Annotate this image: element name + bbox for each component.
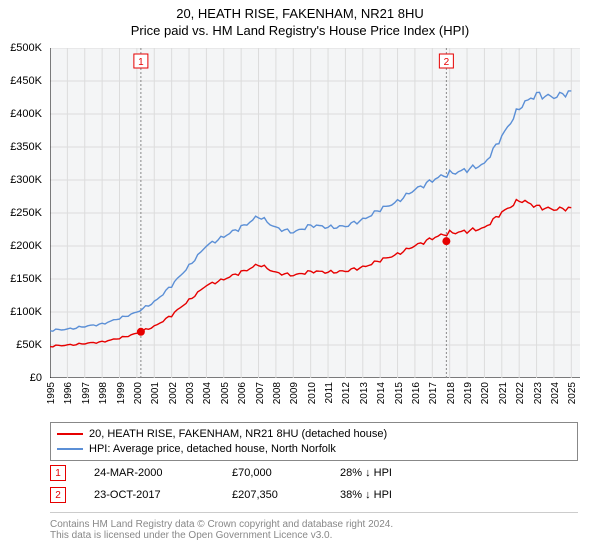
y-tick-label: £300K: [10, 174, 42, 186]
x-tick-label: 2010: [307, 382, 318, 404]
x-tick-label: 1999: [116, 382, 127, 404]
x-tick-label: 2001: [150, 382, 161, 404]
x-tick-label: 2006: [237, 382, 248, 404]
sale-pct: 28% ↓ HPI: [340, 467, 430, 479]
sales-table: 1 24-MAR-2000 £70,000 28% ↓ HPI 2 23-OCT-2017…: [50, 462, 578, 506]
legend-item: 20, HEATH RISE, FAKENHAM, NR21 8HU (deta…: [57, 426, 571, 441]
x-tick-label: 2007: [255, 382, 266, 404]
x-tick-label: 1996: [63, 382, 74, 404]
sale-pct: 38% ↓ HPI: [340, 489, 430, 501]
title-subtitle: Price paid vs. HM Land Registry's House …: [0, 23, 600, 38]
x-tick-label: 2000: [133, 382, 144, 404]
x-tick-label: 2017: [428, 382, 439, 404]
chart-svg: 12: [50, 48, 580, 378]
sale-marker-label: 1: [138, 57, 144, 68]
x-tick-label: 2011: [324, 382, 335, 404]
sale-date: 23-OCT-2017: [94, 489, 204, 501]
legend-label: 20, HEATH RISE, FAKENHAM, NR21 8HU (deta…: [89, 428, 387, 440]
x-tick-label: 2023: [533, 382, 544, 404]
x-tick-label: 2016: [411, 382, 422, 404]
x-tick-label: 2024: [550, 382, 561, 404]
sale-row: 1 24-MAR-2000 £70,000 28% ↓ HPI: [50, 462, 578, 484]
x-tick-label: 2002: [168, 382, 179, 404]
sale-row: 2 23-OCT-2017 £207,350 38% ↓ HPI: [50, 484, 578, 506]
x-tick-label: 2015: [394, 382, 405, 404]
x-tick-label: 2009: [289, 382, 300, 404]
y-tick-label: £400K: [10, 108, 42, 120]
x-tick-label: 1995: [46, 382, 57, 404]
sale-date: 24-MAR-2000: [94, 467, 204, 479]
x-tick-label: 2020: [480, 382, 491, 404]
y-tick-label: £500K: [10, 42, 42, 54]
footer-line2: This data is licensed under the Open Gov…: [50, 530, 578, 541]
y-tick-label: £350K: [10, 141, 42, 153]
legend-box: 20, HEATH RISE, FAKENHAM, NR21 8HU (deta…: [50, 422, 578, 461]
legend-item: HPI: Average price, detached house, Nort…: [57, 441, 571, 456]
footer-block: Contains HM Land Registry data © Crown c…: [50, 512, 578, 541]
x-tick-label: 2019: [463, 382, 474, 404]
x-tick-label: 2013: [359, 382, 370, 404]
sale-marker-dot: [442, 237, 450, 245]
footer-line1: Contains HM Land Registry data © Crown c…: [50, 519, 578, 530]
y-tick-label: £200K: [10, 240, 42, 252]
x-tick-label: 2004: [202, 382, 213, 404]
sale-marker-dot: [137, 328, 145, 336]
y-tick-label: £150K: [10, 273, 42, 285]
y-tick-label: £0: [30, 372, 42, 384]
sale-marker-label: 2: [444, 57, 450, 68]
x-tick-label: 2008: [272, 382, 283, 404]
y-axis: £0£50K£100K£150K£200K£250K£300K£350K£400…: [0, 48, 46, 378]
x-tick-label: 2018: [446, 382, 457, 404]
sale-marker-box: 1: [50, 465, 66, 481]
y-tick-label: £250K: [10, 207, 42, 219]
x-tick-label: 2014: [376, 382, 387, 404]
y-tick-label: £50K: [16, 339, 42, 351]
legend-swatch: [57, 448, 83, 450]
y-tick-label: £100K: [10, 306, 42, 318]
x-tick-label: 2005: [220, 382, 231, 404]
x-tick-label: 2003: [185, 382, 196, 404]
title-address: 20, HEATH RISE, FAKENHAM, NR21 8HU: [0, 6, 600, 21]
legend-label: HPI: Average price, detached house, Nort…: [89, 443, 336, 455]
x-tick-label: 2022: [515, 382, 526, 404]
x-axis: 1995199619971998199920002001200220032004…: [50, 382, 580, 422]
chart-area: 12: [50, 48, 580, 378]
x-tick-label: 2012: [341, 382, 352, 404]
x-tick-label: 1998: [98, 382, 109, 404]
sale-price: £70,000: [232, 467, 312, 479]
y-tick-label: £450K: [10, 75, 42, 87]
title-block: 20, HEATH RISE, FAKENHAM, NR21 8HU Price…: [0, 0, 600, 38]
x-tick-label: 1997: [81, 382, 92, 404]
legend-swatch: [57, 433, 83, 435]
x-tick-label: 2025: [567, 382, 578, 404]
x-tick-label: 2021: [498, 382, 509, 404]
sale-marker-box: 2: [50, 487, 66, 503]
sale-price: £207,350: [232, 489, 312, 501]
